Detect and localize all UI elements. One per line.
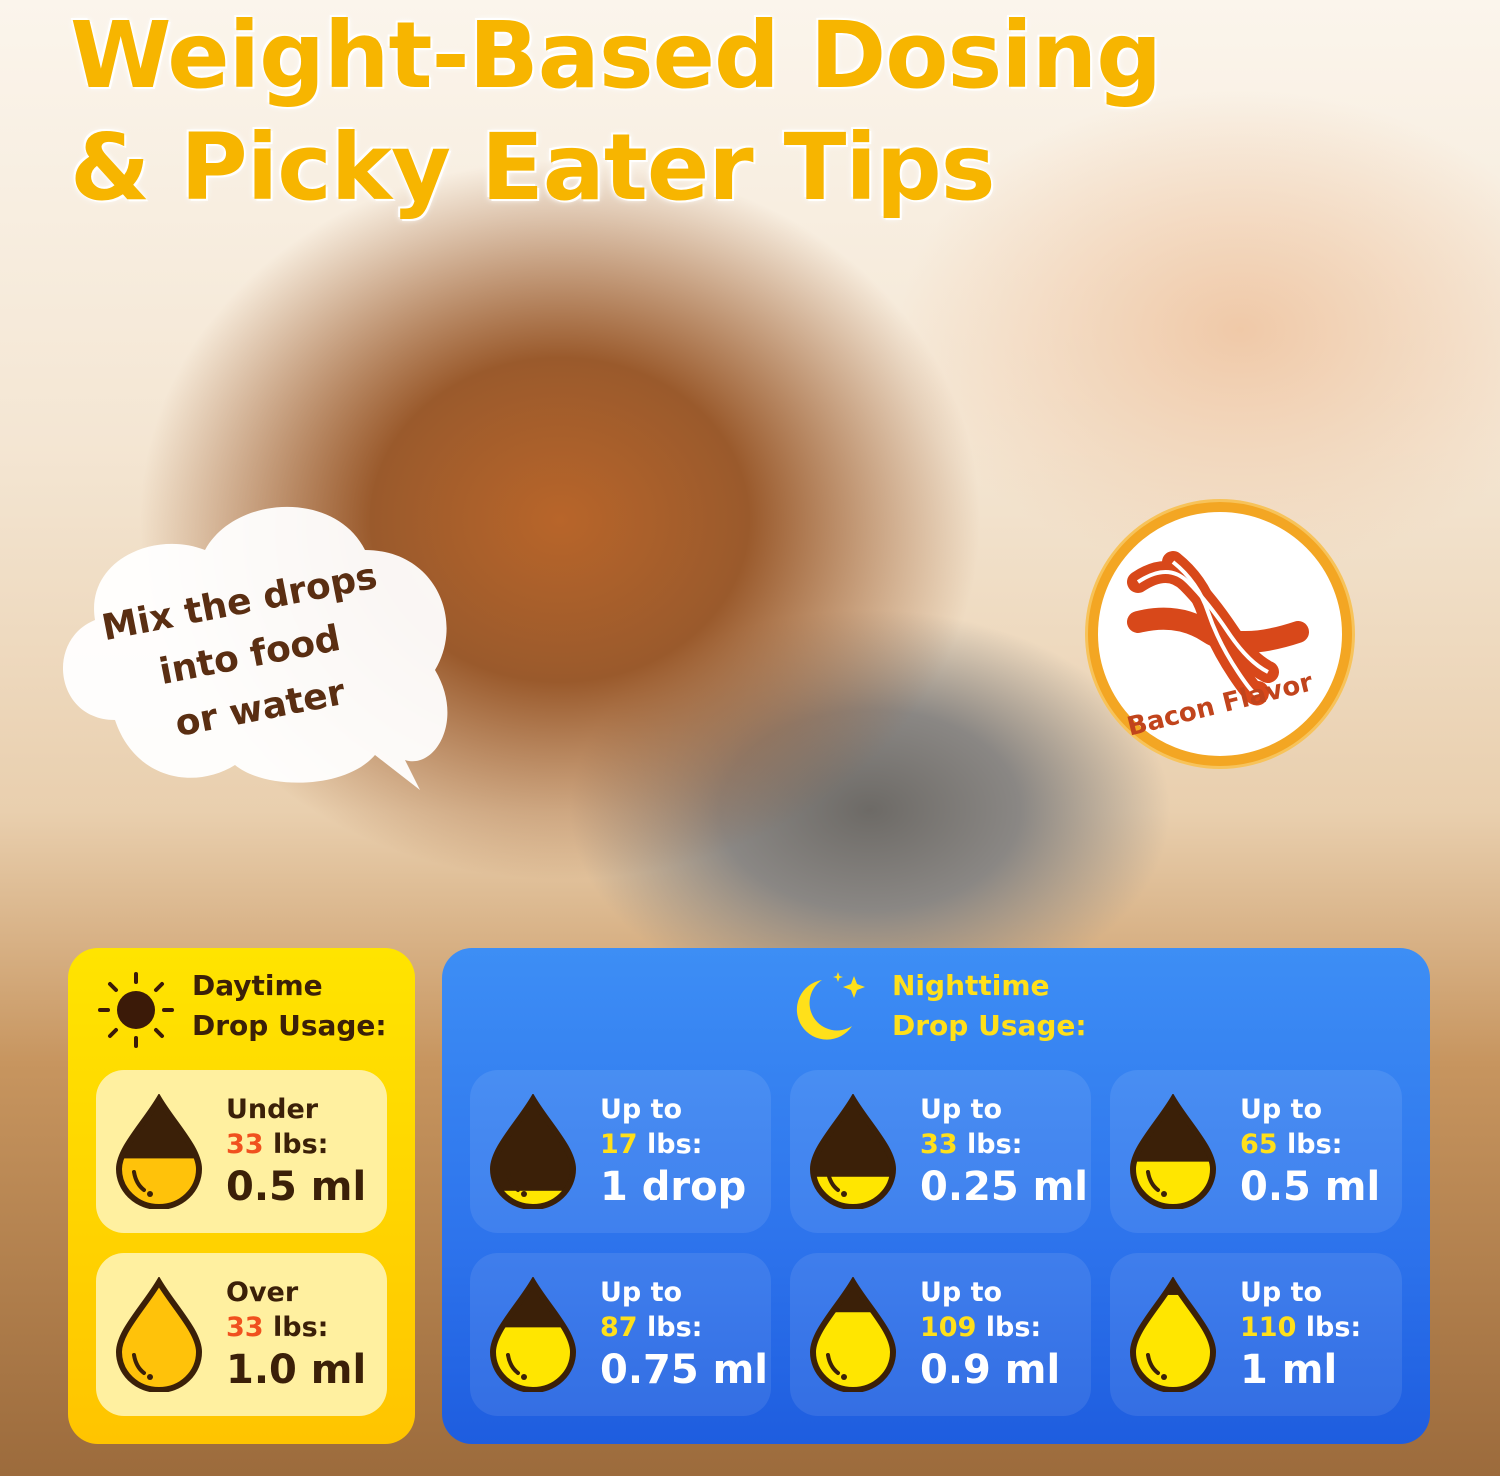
dose-card: Up to 17 lbs: 1 drop bbox=[470, 1070, 771, 1233]
moon-stars-icon bbox=[796, 972, 865, 1040]
weight-unit: lbs: bbox=[985, 1312, 1042, 1343]
dose-card: Under 33 lbs: 0.5 ml bbox=[96, 1070, 387, 1233]
weight-prefix: Up to bbox=[920, 1094, 1003, 1125]
weight-value: 33 bbox=[226, 1312, 264, 1343]
weight-unit: lbs: bbox=[966, 1129, 1023, 1160]
dose-amount: 0.25 ml bbox=[920, 1164, 1089, 1210]
weight-unit: lbs: bbox=[646, 1312, 703, 1343]
weight-value: 87 bbox=[600, 1312, 638, 1343]
drop-fill-level bbox=[119, 1158, 199, 1207]
drop-icon bbox=[1129, 1277, 1217, 1392]
drop-fill-level bbox=[1133, 1161, 1213, 1207]
weight-unit: lbs: bbox=[272, 1312, 329, 1343]
dose-amount: 1 drop bbox=[600, 1164, 747, 1210]
dose-amount: 0.5 ml bbox=[1240, 1164, 1381, 1210]
weight-prefix: Up to bbox=[600, 1094, 683, 1125]
bacon-flavor-badge bbox=[1088, 502, 1352, 766]
bacon-icon bbox=[1127, 551, 1309, 706]
sun-icon bbox=[98, 972, 174, 1048]
dose-card: Over 33 lbs: 1.0 ml bbox=[96, 1253, 387, 1416]
weight-value: 65 bbox=[1240, 1129, 1278, 1160]
weight-unit: lbs: bbox=[1286, 1129, 1343, 1160]
drop-icon bbox=[809, 1094, 897, 1209]
dose-card: Up to 65 lbs: 0.5 ml bbox=[1110, 1070, 1402, 1233]
weight-prefix: Up to bbox=[1240, 1277, 1323, 1308]
dose-card: Up to 110 lbs: 1 ml bbox=[1110, 1253, 1402, 1416]
dose-amount: 0.5 ml bbox=[226, 1164, 367, 1210]
weight-value: 33 bbox=[226, 1129, 264, 1160]
weight-unit: lbs: bbox=[646, 1129, 703, 1160]
dose-amount: 0.75 ml bbox=[600, 1347, 769, 1393]
weight-prefix: Over bbox=[226, 1277, 299, 1308]
dose-amount: 1.0 ml bbox=[226, 1347, 367, 1393]
speech-bubble bbox=[62, 506, 448, 790]
drop-icon bbox=[489, 1277, 577, 1392]
dose-card: Up to 33 lbs: 0.25 ml bbox=[790, 1070, 1091, 1233]
drop-icon bbox=[115, 1094, 203, 1209]
weight-prefix: Up to bbox=[920, 1277, 1003, 1308]
dose-card: Up to 109 lbs: 0.9 ml bbox=[790, 1253, 1091, 1416]
drop-icon bbox=[1129, 1094, 1217, 1209]
drop-icon bbox=[489, 1094, 577, 1209]
weight-prefix: Under bbox=[226, 1094, 319, 1125]
nighttime-panel: Nighttime Drop Usage: Up to 17 lbs: 1 dr… bbox=[442, 948, 1430, 1444]
weight-value: 33 bbox=[920, 1129, 958, 1160]
dose-card: Up to 87 lbs: 0.75 ml bbox=[470, 1253, 771, 1416]
weight-prefix: Up to bbox=[1240, 1094, 1323, 1125]
page-title: Weight-Based Dosing & Picky Eater Tips bbox=[70, 2, 1162, 221]
drop-fill-level bbox=[493, 1327, 573, 1390]
weight-unit: lbs: bbox=[272, 1129, 329, 1160]
daytime-panel: Daytime Drop Usage: Under 33 lbs: 0.5 ml… bbox=[68, 948, 415, 1444]
drop-icon bbox=[115, 1277, 203, 1392]
dose-amount: 0.9 ml bbox=[920, 1347, 1061, 1393]
daytime-heading: Daytime Drop Usage: bbox=[192, 969, 387, 1042]
weight-value: 110 bbox=[1240, 1312, 1297, 1343]
weight-unit: lbs: bbox=[1305, 1312, 1362, 1343]
drop-icon bbox=[809, 1277, 897, 1392]
weight-value: 17 bbox=[600, 1129, 638, 1160]
dose-amount: 1 ml bbox=[1240, 1347, 1338, 1393]
nighttime-heading: Nighttime Drop Usage: bbox=[892, 969, 1087, 1042]
weight-prefix: Up to bbox=[600, 1277, 683, 1308]
weight-value: 109 bbox=[920, 1312, 977, 1343]
